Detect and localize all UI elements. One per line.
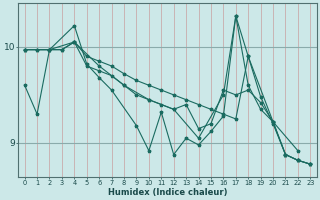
X-axis label: Humidex (Indice chaleur): Humidex (Indice chaleur) xyxy=(108,188,227,197)
